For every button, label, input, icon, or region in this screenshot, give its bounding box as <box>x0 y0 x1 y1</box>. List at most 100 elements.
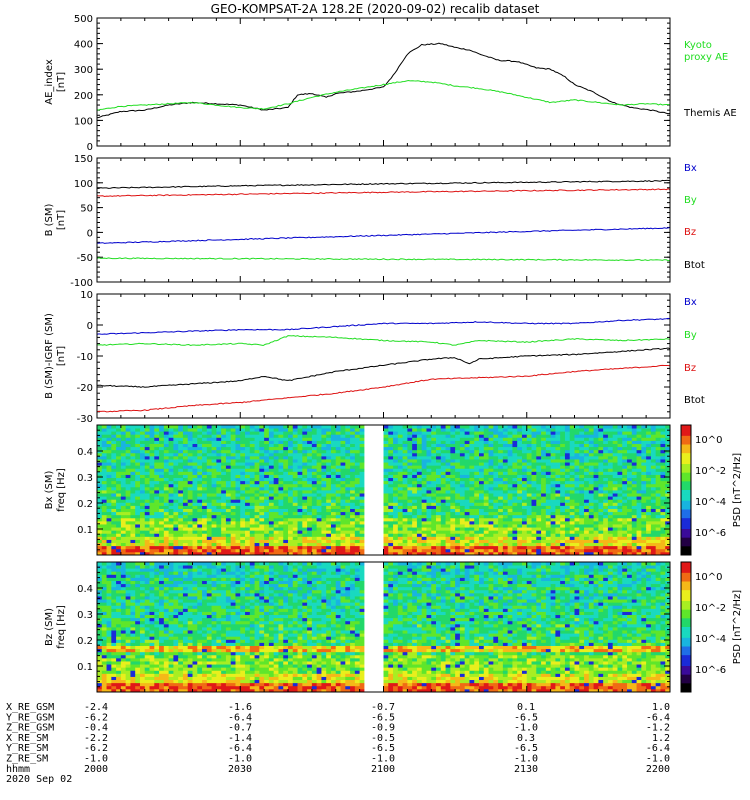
spectrogram-cell <box>498 480 504 485</box>
spectrogram-cell <box>254 462 260 466</box>
spectrogram-cell <box>383 496 389 500</box>
spectrogram-cell <box>206 536 212 540</box>
spectrogram-cell <box>607 455 614 460</box>
spectrogram-cell <box>498 431 504 435</box>
spectrogram-cell <box>598 530 604 534</box>
spectrogram-cell <box>531 477 537 482</box>
spectrogram-cell <box>197 511 203 516</box>
spectrogram-cell <box>130 490 136 494</box>
spectrogram-cell <box>321 449 327 454</box>
spectrogram-cell <box>230 517 236 522</box>
spectrogram-cell <box>521 477 528 482</box>
spectrogram-cell <box>459 452 466 457</box>
figure-title: GEO-KOMPSAT-2A 128.2E (2020-09-02) recal… <box>211 2 540 16</box>
spectrogram-cell <box>541 474 547 479</box>
spectrogram-cell <box>416 496 423 500</box>
spectrogram-cell <box>536 452 542 457</box>
spectrogram-cell <box>416 459 423 463</box>
spectrogram-cell <box>412 452 418 457</box>
spectrogram-cell <box>560 496 566 500</box>
spectrogram-cell <box>603 425 609 429</box>
spectrogram-cell <box>407 530 413 534</box>
spectrogram-cell <box>221 490 227 494</box>
spectrogram-cell <box>125 468 131 472</box>
spectrogram-cell <box>316 425 322 429</box>
spectrogram-cell <box>607 499 614 503</box>
spectrogram-cell <box>469 514 475 519</box>
spectrogram-cell <box>97 493 103 497</box>
spectrogram-cell <box>474 536 480 540</box>
spectrogram-cell <box>627 511 633 516</box>
y-tick-label: 10 <box>80 290 93 301</box>
spectrogram-cell <box>268 428 275 432</box>
spectrogram-cell <box>354 440 361 444</box>
spectrogram-cell <box>130 511 136 516</box>
spectrogram-cell <box>350 545 356 550</box>
spectrogram-cell <box>97 524 103 528</box>
spectrogram-cell <box>598 496 604 500</box>
spectrogram-cell <box>588 434 595 438</box>
spectrogram-cell <box>431 551 437 556</box>
spectrogram-cell <box>120 551 127 556</box>
spectrogram-cell <box>431 539 437 544</box>
spectrogram-cell <box>249 443 255 448</box>
spectrogram-cell <box>235 465 241 469</box>
spectrogram-cell <box>321 428 327 432</box>
spectrogram-cell <box>173 440 179 444</box>
series-themis-ae <box>96 42 671 119</box>
spectrogram-cell <box>440 490 446 494</box>
spectrogram-cell <box>584 471 590 475</box>
spectrogram-cell <box>240 539 246 544</box>
spectrogram-cell <box>340 465 346 469</box>
spectrogram-cell <box>202 514 208 519</box>
legend-entry: Btot <box>684 260 705 271</box>
spectrogram-cell <box>106 462 112 466</box>
spectrogram-cell <box>101 471 107 475</box>
spectrogram-cell <box>111 548 117 553</box>
spectrogram-cell <box>197 483 203 488</box>
spectrogram-cell <box>579 471 585 475</box>
spectrogram-cell <box>507 459 513 463</box>
spectrogram-cell <box>555 434 561 438</box>
spectrogram-cell <box>536 490 542 494</box>
spectrogram-cell <box>178 465 184 469</box>
spectrogram-cell <box>397 524 404 528</box>
spectrogram-cell <box>235 548 241 553</box>
spectrogram-cell <box>144 486 150 491</box>
spectrogram-cell <box>125 462 131 466</box>
spectrogram-cell <box>507 431 513 435</box>
spectrogram-cell <box>101 527 107 531</box>
spectrogram-cell <box>612 539 618 544</box>
spectrogram-cell <box>469 527 475 531</box>
spectrogram-cell <box>488 524 494 528</box>
spectrogram-cell <box>316 437 322 441</box>
spectrogram-cell <box>526 548 532 553</box>
spectrogram-cell <box>144 517 150 522</box>
spectrogram-cell <box>426 428 432 432</box>
spectrogram-cell <box>178 502 184 506</box>
spectrogram-cell <box>139 449 146 454</box>
spectrogram-cell <box>111 465 117 469</box>
spectrogram-cell <box>235 551 241 556</box>
spectrogram-cell <box>268 508 275 513</box>
spectrogram-cell <box>383 490 389 494</box>
spectrogram-cell <box>182 431 189 435</box>
spectrogram-cell <box>488 459 494 463</box>
spectrogram-cell <box>612 449 618 454</box>
spectrogram-cell <box>431 477 437 482</box>
spectrogram-cell <box>288 520 294 525</box>
spectrogram-cell <box>350 496 356 500</box>
spectrogram-cell <box>144 471 150 475</box>
spectrogram-cell <box>316 490 322 494</box>
spectrogram-cell <box>297 499 303 503</box>
spectrogram-cell <box>393 437 399 441</box>
spectrogram-cell <box>316 477 322 482</box>
spectrogram-cell <box>321 483 327 488</box>
spectrogram-cell <box>264 511 270 516</box>
spectrogram-cell <box>550 493 556 497</box>
spectrogram-cell <box>393 425 399 429</box>
spectrogram-cell <box>321 527 327 531</box>
spectrogram-cell <box>130 486 136 491</box>
legend-entry: Bz <box>684 363 696 374</box>
spectrogram-cell <box>593 440 599 444</box>
